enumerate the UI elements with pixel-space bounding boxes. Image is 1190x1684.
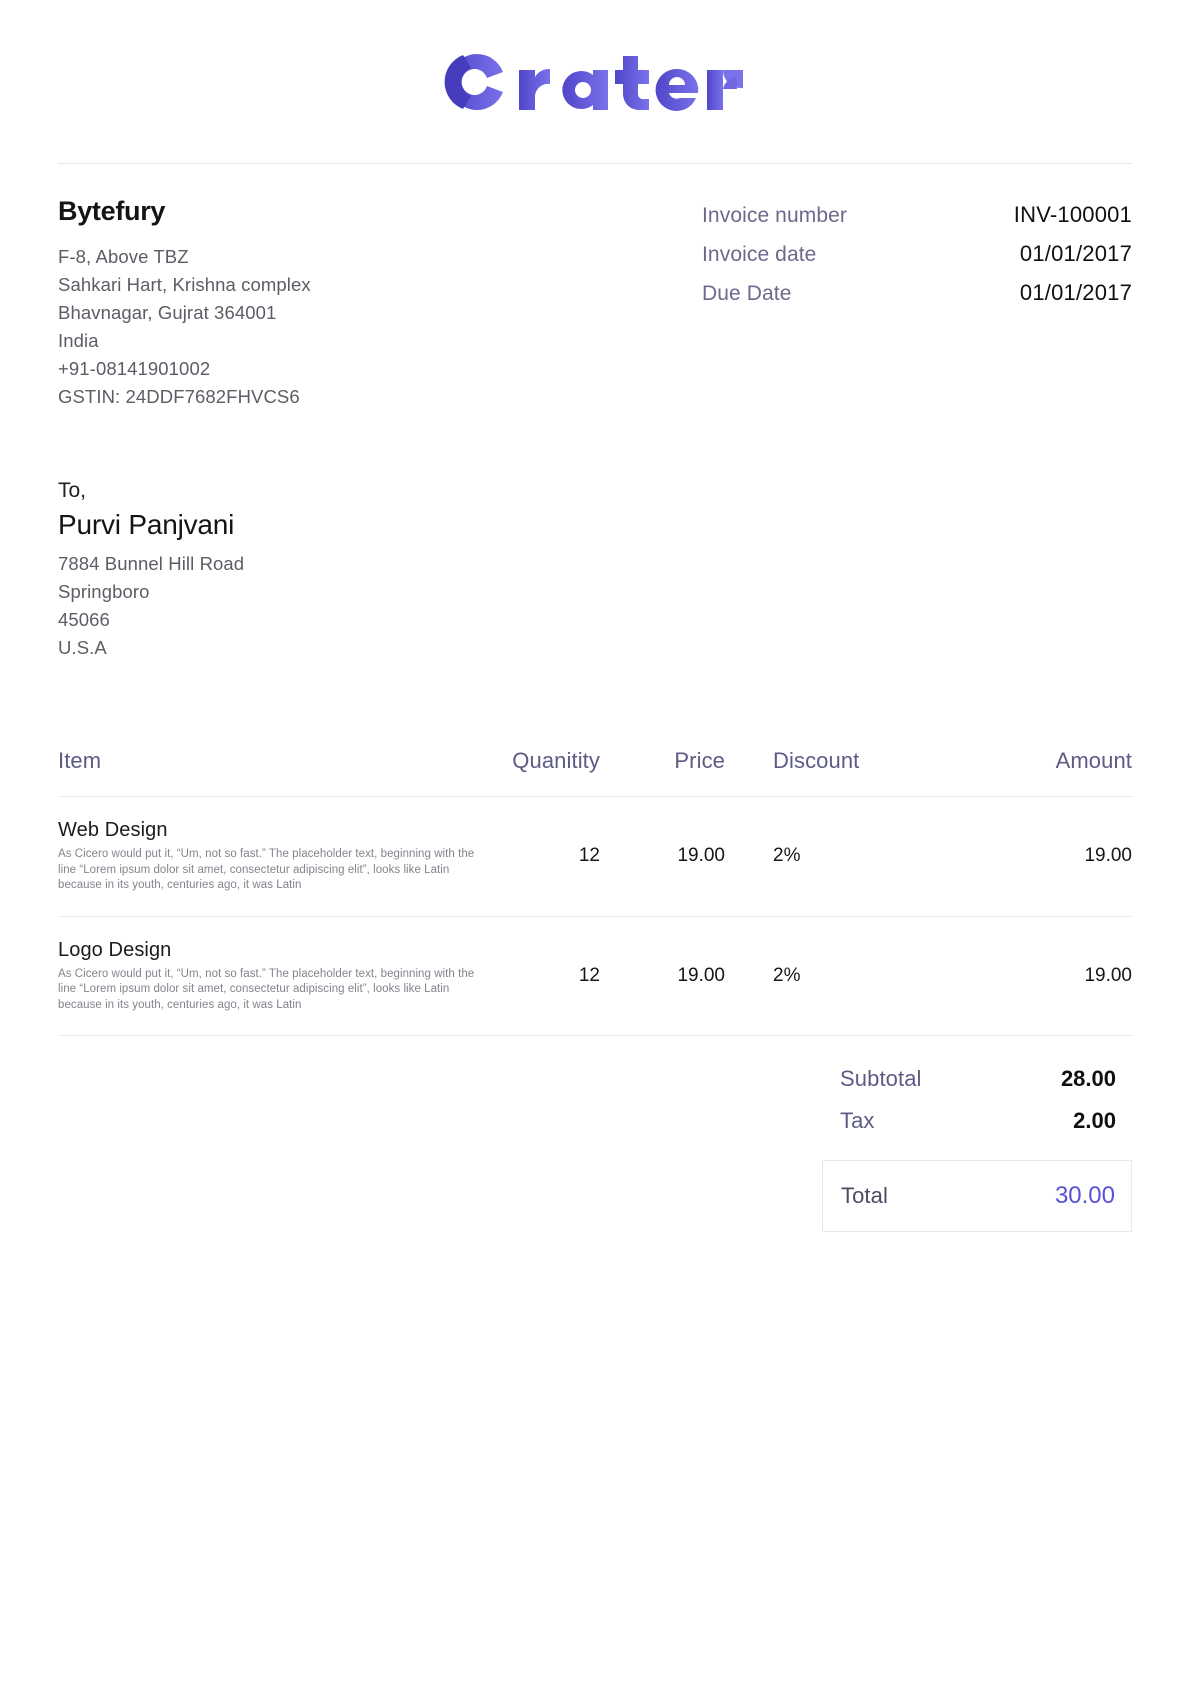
sender-gstin: GSTIN: 24DDF7682FHVCS6 [58, 386, 300, 407]
meta-value: 01/01/2017 [1019, 280, 1132, 305]
items-table-body: Web Design As Cicero would put it, “Um, … [58, 797, 1132, 1036]
meta-label: Invoice number [702, 204, 847, 227]
bill-to-block: To, Purvi Panjvani 7884 Bunnel Hill Road… [58, 411, 1132, 662]
meta-label: Invoice date [702, 243, 817, 266]
meta-row-invoice-number: Invoice number INV-100001 [702, 202, 1132, 228]
sender-address-line: Sahkari Hart, Krishna complex [58, 274, 311, 295]
invoice-meta-block: Invoice number INV-100001 Invoice date 0… [702, 196, 1132, 411]
item-discount: 2% [773, 964, 801, 986]
total-row: Total 30.00 [822, 1160, 1132, 1232]
item-quantity: 12 [578, 964, 600, 986]
items-header-row: Item Quanitity Price Discount Amount [58, 748, 1132, 797]
meta-row-due-date: Due Date 01/01/2017 [702, 280, 1132, 306]
bill-to-address-line: 7884 Bunnel Hill Road [58, 553, 245, 574]
header-amount: Amount [1055, 748, 1132, 773]
item-discount: 2% [773, 845, 801, 867]
item-title: Web Design [58, 819, 168, 841]
sender-country: India [58, 330, 99, 351]
items-table-head: Item Quanitity Price Discount Amount [58, 748, 1132, 797]
sender-address-line: Bhavnagar, Gujrat 364001 [58, 302, 277, 323]
totals-section: Subtotal 28.00 Tax 2.00 Total 30.00 [58, 1036, 1132, 1232]
items-table-section: Item Quanitity Price Discount Amount Web… [58, 662, 1132, 1036]
item-price: 19.00 [677, 964, 725, 986]
item-quantity: 12 [578, 845, 600, 867]
item-amount: 19.00 [1084, 845, 1132, 867]
meta-value: INV-100001 [1013, 202, 1132, 227]
header-item: Item [58, 748, 102, 773]
item-description: As Cicero would put it, “Um, not so fast… [58, 967, 475, 1011]
sender-name: Bytefury [58, 196, 166, 226]
bill-to-label: To, [58, 479, 87, 502]
header-price: Price [674, 748, 725, 773]
table-row: Logo Design As Cicero would put it, “Um,… [58, 916, 1132, 1036]
item-title: Logo Design [58, 938, 172, 961]
item-cell: Web Design As Cicero would put it, “Um, … [58, 797, 488, 917]
header-quantity: Quanitity [512, 748, 600, 773]
bill-to-city: Springboro [58, 581, 150, 602]
tax-row: Tax 2.00 [822, 1100, 1132, 1142]
item-amount: 19.00 [1084, 964, 1132, 986]
tax-label: Tax [840, 1108, 875, 1133]
bill-to-name: Purvi Panjvani [58, 509, 235, 540]
bill-to-country: U.S.A [58, 637, 107, 658]
item-price: 19.00 [677, 845, 725, 867]
header-discount: Discount [773, 748, 860, 773]
meta-value: 01/01/2017 [1019, 241, 1132, 266]
sender-and-meta: Bytefury F-8, Above TBZ Sahkari Hart, Kr… [58, 164, 1132, 411]
total-label: Total [841, 1183, 888, 1208]
sender-address-line: F-8, Above TBZ [58, 246, 189, 267]
sender-phone: +91-08141901002 [58, 358, 211, 379]
subtotal-row: Subtotal 28.00 [822, 1058, 1132, 1100]
sender-block: Bytefury F-8, Above TBZ Sahkari Hart, Kr… [58, 196, 578, 411]
item-cell: Logo Design As Cicero would put it, “Um,… [58, 916, 488, 1036]
totals-block: Subtotal 28.00 Tax 2.00 Total 30.00 [822, 1058, 1132, 1232]
items-table: Item Quanitity Price Discount Amount Web… [58, 748, 1132, 1036]
tax-value: 2.00 [1073, 1108, 1116, 1133]
crater-logo-icon [444, 53, 743, 111]
total-value: 30.00 [1054, 1182, 1115, 1209]
meta-row-invoice-date: Invoice date 01/01/2017 [702, 241, 1132, 267]
bill-to-zip: 45066 [58, 609, 110, 630]
brand-logo [58, 0, 1132, 163]
table-row: Web Design As Cicero would put it, “Um, … [58, 797, 1132, 917]
meta-label: Due Date [702, 282, 792, 305]
subtotal-value: 28.00 [1060, 1066, 1116, 1091]
header-divider [58, 163, 1132, 164]
item-description: As Cicero would put it, “Um, not so fast… [58, 848, 475, 891]
subtotal-label: Subtotal [840, 1066, 922, 1091]
